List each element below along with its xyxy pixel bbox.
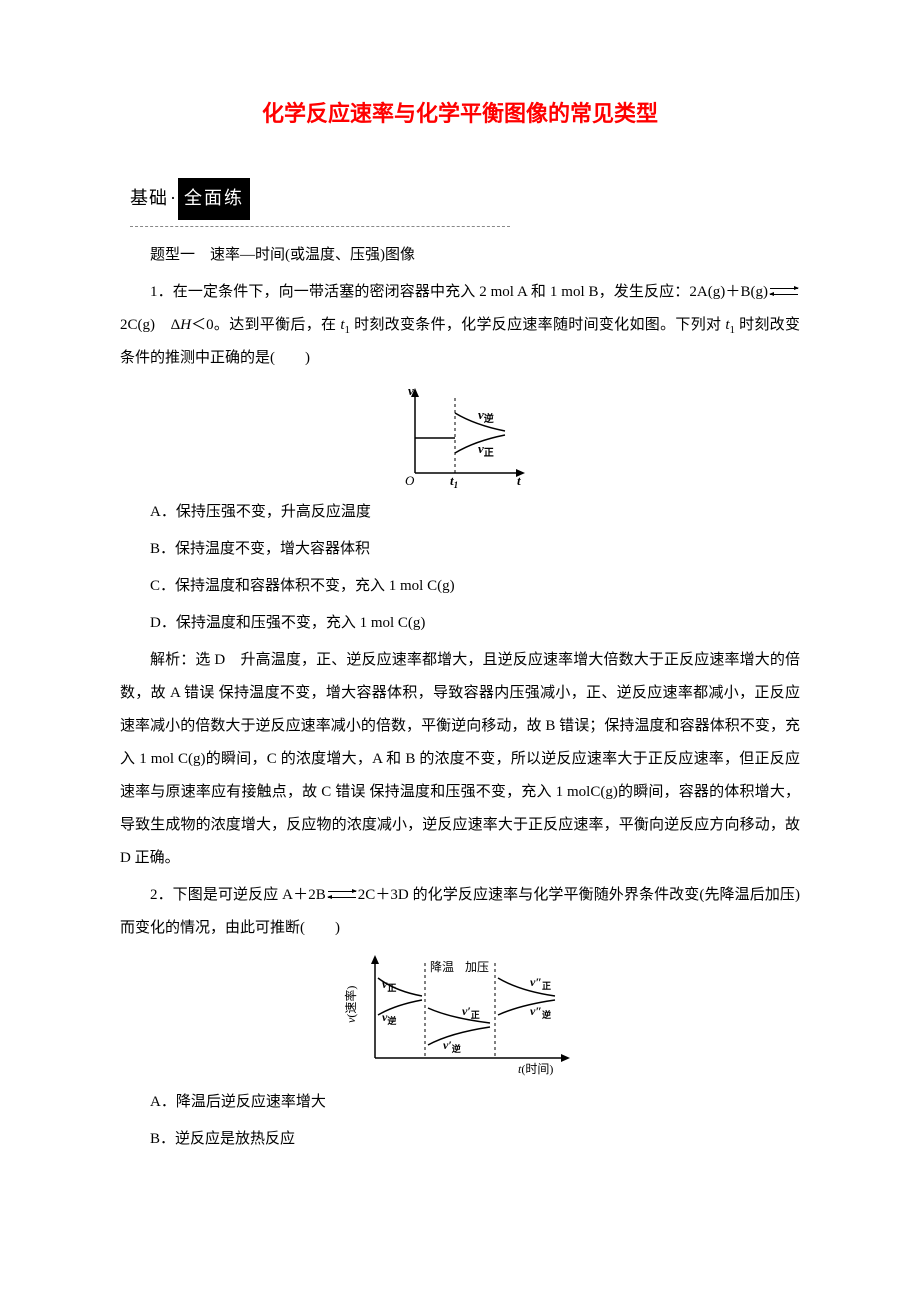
q1-stem-a: 1．在一定条件下，向一带活塞的密闭容器中充入 2 mol A 和 1 mol B… [150,284,768,300]
badge-right: 全面练 [178,178,250,220]
q1-option-a: A．保持压强不变，升高反应温度 [120,496,800,529]
divider [130,226,510,227]
q2-stem: 2．下图是可逆反应 A＋2B2C＋3D 的化学反应速率与化学平衡随外界条件改变(… [120,879,800,945]
svg-text:t1: t1 [450,473,458,488]
q1-stem: 1．在一定条件下，向一带活塞的密闭容器中充入 2 mol A 和 1 mol B… [120,276,800,375]
badge-left: 基础 [130,179,168,219]
q2-option-a: A．降温后逆反应速率增大 [120,1086,800,1119]
v-axis-label: v [408,383,414,398]
v-zheng-sub: 正 [484,447,494,459]
svg-text:v′正: v′正 [462,1004,480,1020]
q1-explanation: 解析：选 D 升高温度，正、逆反应速率都增大，且逆反应速率增大倍数大于正反应速率… [120,644,800,875]
origin-label: O [405,473,415,488]
svg-text:v″逆: v″逆 [530,1004,551,1020]
svg-text:v″正: v″正 [530,975,551,991]
topic-heading: 题型一 速率—时间(或温度、压强)图像 [120,239,800,272]
v-ni-sub: 逆 [484,412,494,425]
q1-option-b: B．保持温度不变，增大容器体积 [120,533,800,566]
svg-text:v逆: v逆 [478,407,494,425]
jiangwen-label: 降温 [430,960,454,974]
figure-2: v(速率) t(时间) 降温 加压 v正 v逆 v′正 v′逆 v″正 v″逆 [120,953,800,1078]
svg-text:v正: v正 [382,977,396,993]
q1-stem-d: 时刻改变条件，化学反应速率随时间变化如图。下列对 [350,317,725,333]
y-axis-label: v(速率) [343,986,358,1023]
t1-sub: 1 [454,480,459,488]
page-title: 化学反应速率与化学平衡图像的常见类型 [120,90,800,138]
jiayu-label: 加压 [465,960,489,974]
q1-chart: v t O t1 v逆 v正 [390,383,530,488]
q1-stem-b: 2C(g) Δ [120,317,180,333]
badge-dot: · [170,179,176,219]
q1-option-c: C．保持温度和容器体积不变，充入 1 mol C(g) [120,570,800,603]
q1-option-d: D．保持温度和压强不变，充入 1 mol C(g) [120,607,800,640]
H-var: H [180,317,191,333]
figure-1: v t O t1 v逆 v正 [120,383,800,488]
x-axis-label: t(时间) [518,1062,553,1076]
q1-stem-c: ＜0。达到平衡后，在 [191,317,340,333]
svg-text:v正: v正 [478,441,494,459]
q2-stem-a: 2．下图是可逆反应 A＋2B [150,887,326,903]
q2-chart: v(速率) t(时间) 降温 加压 v正 v逆 v′正 v′逆 v″正 v″逆 [340,953,580,1078]
t-axis-label: t [517,473,521,488]
svg-text:v′逆: v′逆 [443,1038,461,1054]
svg-text:v逆: v逆 [382,1010,396,1026]
section-badge: 基础 · 全面练 [130,178,800,220]
q2-option-b: B．逆反应是放热反应 [120,1123,800,1156]
